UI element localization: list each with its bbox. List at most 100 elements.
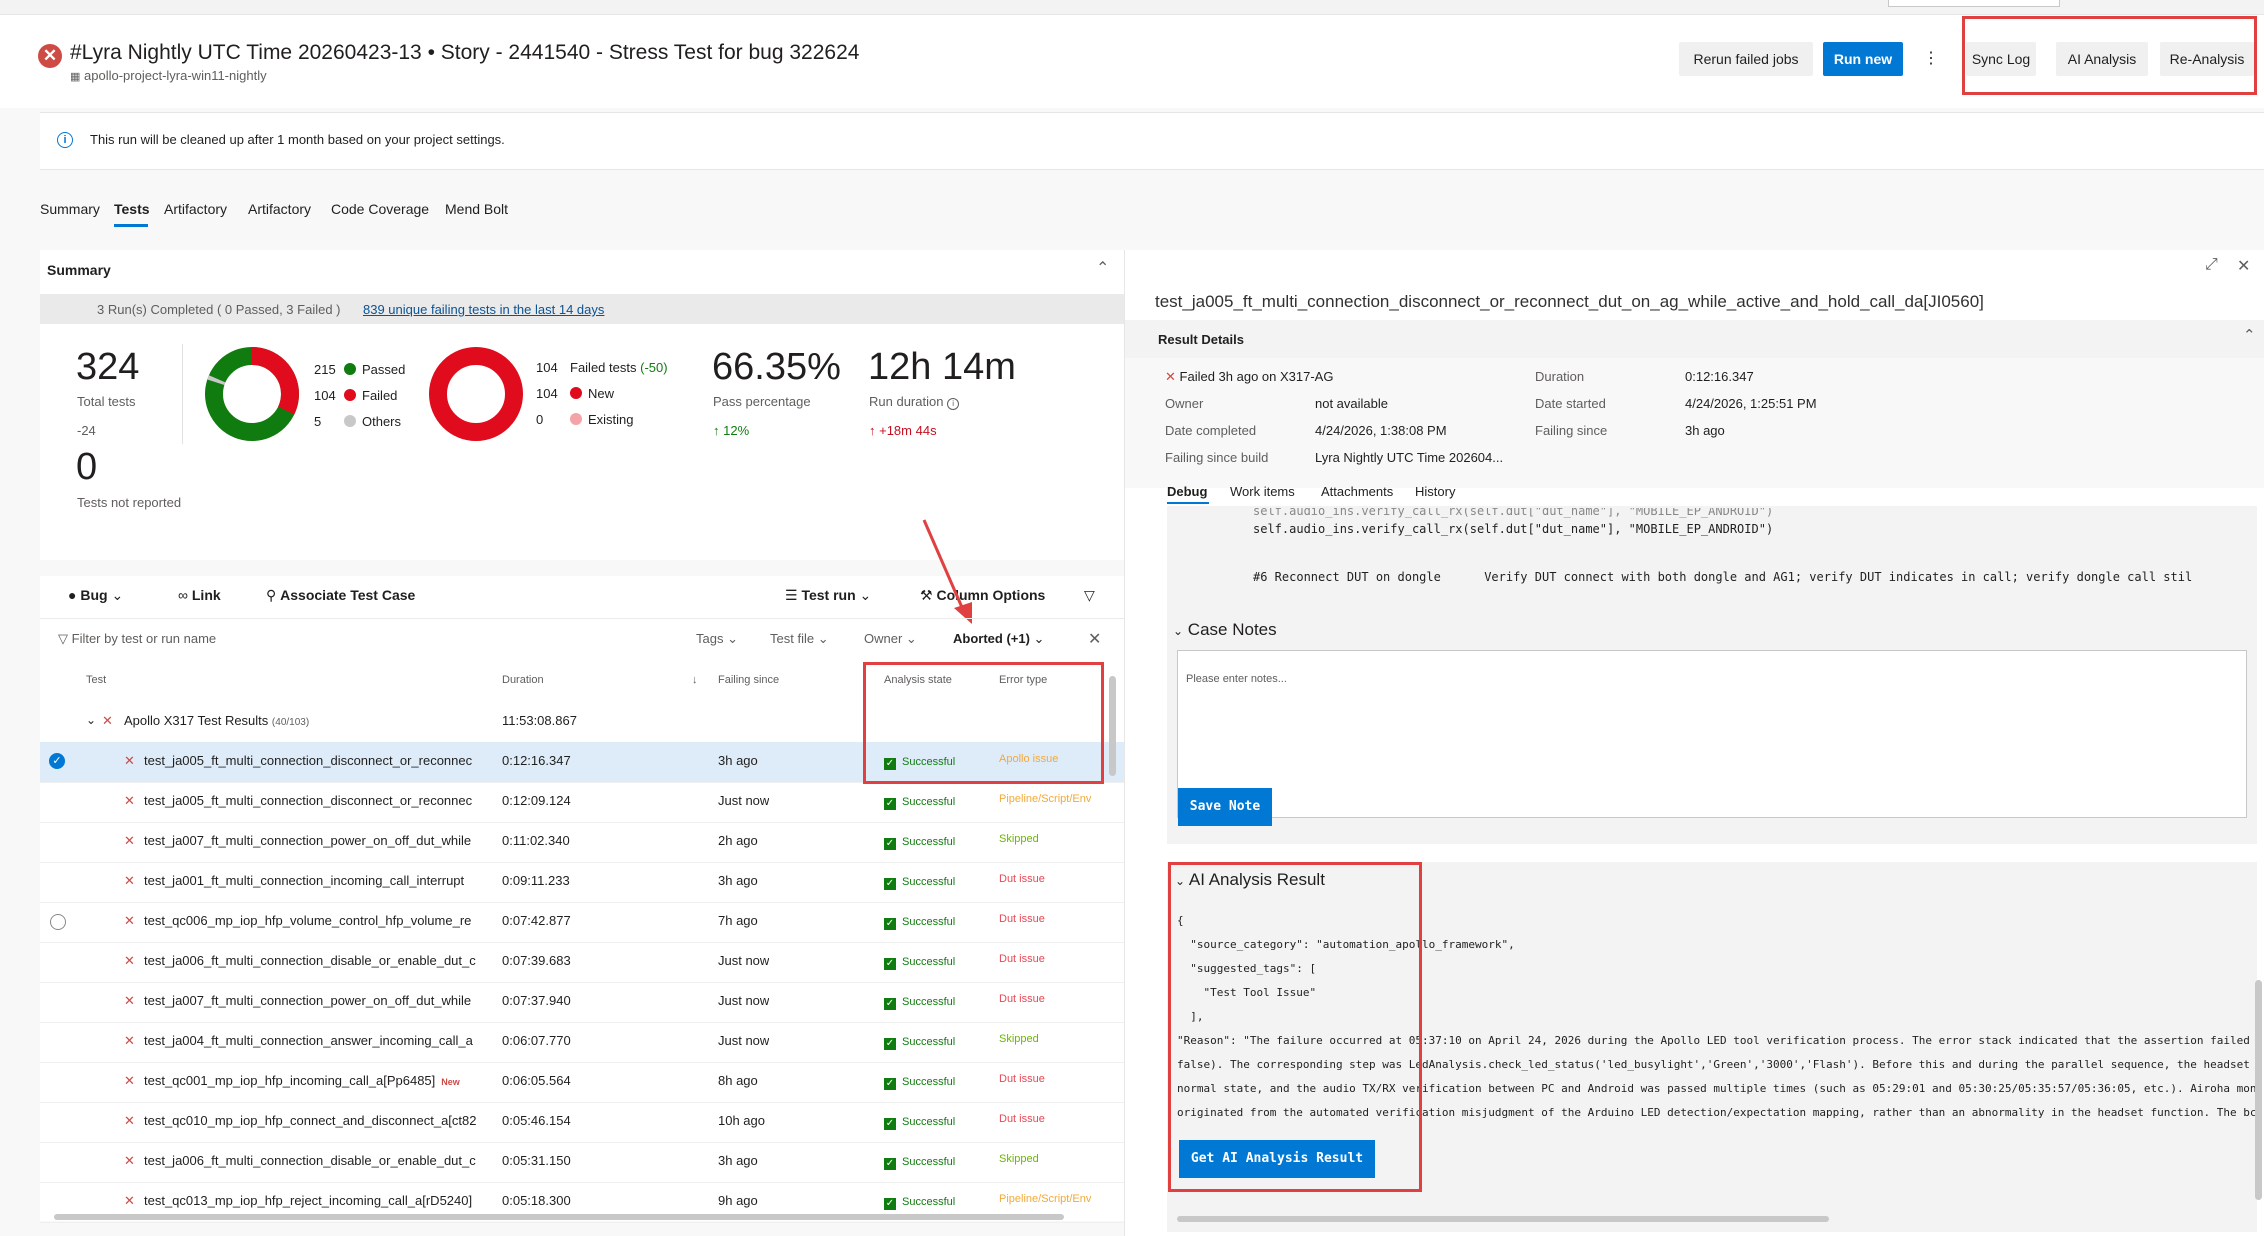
- rerun-failed-jobs-button[interactable]: Rerun failed jobs: [1679, 42, 1813, 76]
- subtab-work-items[interactable]: Work items: [1230, 484, 1295, 499]
- test-name[interactable]: test_ja005_ft_multi_connection_disconnec…: [144, 793, 496, 808]
- collapse-summary-icon[interactable]: ⌃: [1096, 260, 1110, 277]
- pipeline-name[interactable]: ▦ apollo-project-lyra-win11-nightly: [70, 68, 267, 83]
- error-type: Apollo issue: [999, 753, 1059, 765]
- close-icon[interactable]: ✕: [2237, 258, 2251, 275]
- test-name[interactable]: test_ja006_ft_multi_connection_disable_o…: [144, 953, 496, 968]
- pass-percentage-delta: ↑ 12%: [713, 423, 750, 438]
- collapse-icon[interactable]: ⌃: [2243, 327, 2256, 344]
- table-row[interactable]: ✕ test_ja006_ft_multi_connection_disable_…: [40, 1142, 1124, 1183]
- save-note-button[interactable]: Save Note: [1178, 788, 1272, 826]
- test-name[interactable]: test_ja004_ft_multi_connection_answer_in…: [144, 1033, 496, 1048]
- row-select-radio[interactable]: [50, 914, 66, 930]
- test-name[interactable]: test_ja007_ft_multi_connection_power_on_…: [144, 833, 496, 848]
- run-new-button[interactable]: Run new: [1823, 42, 1903, 76]
- json-line-4: "Test Tool Issue": [1177, 986, 1317, 999]
- failing-build-link[interactable]: Lyra Nightly UTC Time 202604...: [1315, 450, 1504, 465]
- associate-test-case-button[interactable]: ⚲ Associate Test Case: [266, 587, 415, 604]
- tab-artifactory-2[interactable]: Artifactory: [248, 201, 312, 217]
- analysis-state: ✓ Successful: [884, 1113, 955, 1130]
- result-details-body: ✕ Failed 3h ago on X317-AG Duration 0:12…: [1125, 358, 2264, 488]
- test-run-menu-button[interactable]: ☰ Test run ⌄: [785, 587, 871, 604]
- test-name[interactable]: test_qc006_mp_iop_hfp_volume_control_hfp…: [144, 913, 496, 928]
- result-details-header[interactable]: Result Details ⌃: [1125, 320, 2264, 358]
- failed-x-icon: ✕: [124, 993, 135, 1008]
- ai-analysis-button[interactable]: AI Analysis: [2056, 42, 2148, 76]
- table-row[interactable]: ✕ test_qc006_mp_iop_hfp_volume_control_hf…: [40, 902, 1124, 943]
- legend-existing: 0 Existing: [536, 412, 634, 427]
- vertical-scrollbar[interactable]: [1109, 676, 1116, 776]
- error-type: Pipeline/Script/Env: [999, 1193, 1092, 1205]
- column-options-button[interactable]: ⚒ Column Options: [920, 587, 1045, 604]
- error-type: Pipeline/Script/Env: [999, 793, 1092, 805]
- top-search-box[interactable]: [1888, 0, 2060, 7]
- more-actions-icon[interactable]: ⋮: [1923, 50, 1939, 67]
- tab-summary[interactable]: Summary: [40, 201, 100, 217]
- table-row[interactable]: ✓ ✕ test_ja005_ft_multi_connection_disconn…: [40, 742, 1124, 783]
- sync-log-button[interactable]: Sync Log: [1966, 42, 2036, 76]
- tags-filter[interactable]: Tags ⌄: [696, 631, 738, 647]
- filter-input[interactable]: ▽ Filter by test or run name: [58, 631, 216, 647]
- get-ai-analysis-button[interactable]: Get AI Analysis Result: [1179, 1140, 1375, 1178]
- failed-x-icon: ✕: [124, 913, 135, 928]
- list-icon: ☰: [785, 587, 798, 603]
- test-name[interactable]: test_ja005_ft_multi_connection_disconnec…: [144, 753, 496, 768]
- expand-chevron-icon[interactable]: ⌄: [86, 713, 97, 727]
- test-name[interactable]: test_ja001_ft_multi_connection_incoming_…: [144, 873, 496, 888]
- col-failing-since[interactable]: Failing since: [718, 674, 780, 686]
- outcome-filter[interactable]: Aborted (+1) ⌄: [953, 631, 1044, 647]
- bug-menu-button[interactable]: ● Bug ⌄: [68, 587, 123, 604]
- table-row[interactable]: ✕ test_qc001_mp_iop_hfp_incoming_call_a[P…: [40, 1062, 1124, 1103]
- col-duration[interactable]: Duration: [502, 674, 544, 686]
- col-test[interactable]: Test: [86, 674, 107, 686]
- filter-icon[interactable]: ▽: [1084, 587, 1095, 603]
- detail-vertical-scrollbar[interactable]: [2255, 980, 2262, 1200]
- owner-filter[interactable]: Owner ⌄: [864, 631, 917, 647]
- test-name[interactable]: test_ja006_ft_multi_connection_disable_o…: [144, 1153, 496, 1168]
- ai-result-header[interactable]: ⌄ AI Analysis Result: [1175, 870, 1325, 890]
- col-analysis-state[interactable]: Analysis state: [884, 674, 952, 686]
- sort-desc-icon[interactable]: ↓: [692, 674, 698, 686]
- legend-failed-tests: 104 Failed tests (-50): [536, 360, 668, 375]
- expand-icon[interactable]: ⤢: [2205, 256, 2218, 273]
- tab-tests[interactable]: Tests: [114, 201, 150, 217]
- table-row[interactable]: ✕ test_ja004_ft_multi_connection_answer_i…: [40, 1022, 1124, 1063]
- horizontal-scrollbar[interactable]: [54, 1214, 1064, 1220]
- subtab-attachments[interactable]: Attachments: [1321, 484, 1394, 499]
- selected-check-icon[interactable]: ✓: [49, 753, 65, 769]
- case-notes-textarea[interactable]: Please enter notes...: [1177, 650, 2247, 818]
- table-row[interactable]: ✕ test_ja007_ft_multi_connection_power_on…: [40, 982, 1124, 1023]
- legend-others: 5 Others: [314, 414, 401, 429]
- table-row[interactable]: ✕ test_qc010_mp_iop_hfp_connect_and_disco…: [40, 1102, 1124, 1143]
- test-name[interactable]: test_qc013_mp_iop_hfp_reject_incoming_ca…: [144, 1193, 496, 1208]
- filter-placeholder: Filter by test or run name: [71, 631, 217, 646]
- col-error-type[interactable]: Error type: [999, 674, 1048, 686]
- table-row[interactable]: ✕ test_ja001_ft_multi_connection_incoming…: [40, 862, 1124, 903]
- table-row[interactable]: ✕ test_qc013_mp_iop_hfp_reject_incoming_c…: [40, 1182, 1124, 1223]
- test-file-filter[interactable]: Test file ⌄: [770, 631, 829, 647]
- others-count: 5: [314, 414, 322, 429]
- link-button[interactable]: ∞ Link: [178, 587, 221, 603]
- test-name[interactable]: test_qc001_mp_iop_hfp_incoming_call_a[Pp…: [144, 1073, 496, 1088]
- tab-code-coverage[interactable]: Code Coverage: [331, 201, 430, 217]
- re-analysis-button[interactable]: Re-Analysis: [2160, 42, 2254, 76]
- banner-text: This run will be cleaned up after 1 mont…: [90, 132, 505, 147]
- group-duration: 11:53:08.867: [502, 713, 577, 728]
- subtab-history[interactable]: History: [1415, 484, 1456, 499]
- tab-artifactory-1[interactable]: Artifactory: [164, 201, 228, 217]
- clear-filters-icon[interactable]: ✕: [1088, 631, 1102, 648]
- failing-tests-link[interactable]: 839 unique failing tests in the last 14 …: [363, 302, 605, 317]
- analysis-state-text: Successful: [902, 1036, 956, 1048]
- table-row[interactable]: ✕ test_ja007_ft_multi_connection_power_on…: [40, 822, 1124, 863]
- table-row[interactable]: ✕ test_ja005_ft_multi_connection_disconne…: [40, 782, 1124, 823]
- test-name[interactable]: test_qc010_mp_iop_hfp_connect_and_discon…: [144, 1113, 496, 1128]
- detail-horizontal-scrollbar[interactable]: [1177, 1216, 1829, 1222]
- table-row[interactable]: ✕ test_ja006_ft_multi_connection_disable_…: [40, 942, 1124, 983]
- subtab-debug[interactable]: Debug: [1167, 484, 1208, 499]
- test-name[interactable]: test_ja007_ft_multi_connection_power_on_…: [144, 993, 496, 1008]
- chevron-down-icon: ⌄: [1173, 624, 1184, 638]
- info-circle-icon[interactable]: i: [947, 398, 960, 410]
- case-notes-header[interactable]: ⌄ Case Notes: [1173, 620, 1277, 640]
- chevron-down-icon: ⌄: [111, 587, 124, 603]
- tab-mend-bolt[interactable]: Mend Bolt: [445, 201, 509, 217]
